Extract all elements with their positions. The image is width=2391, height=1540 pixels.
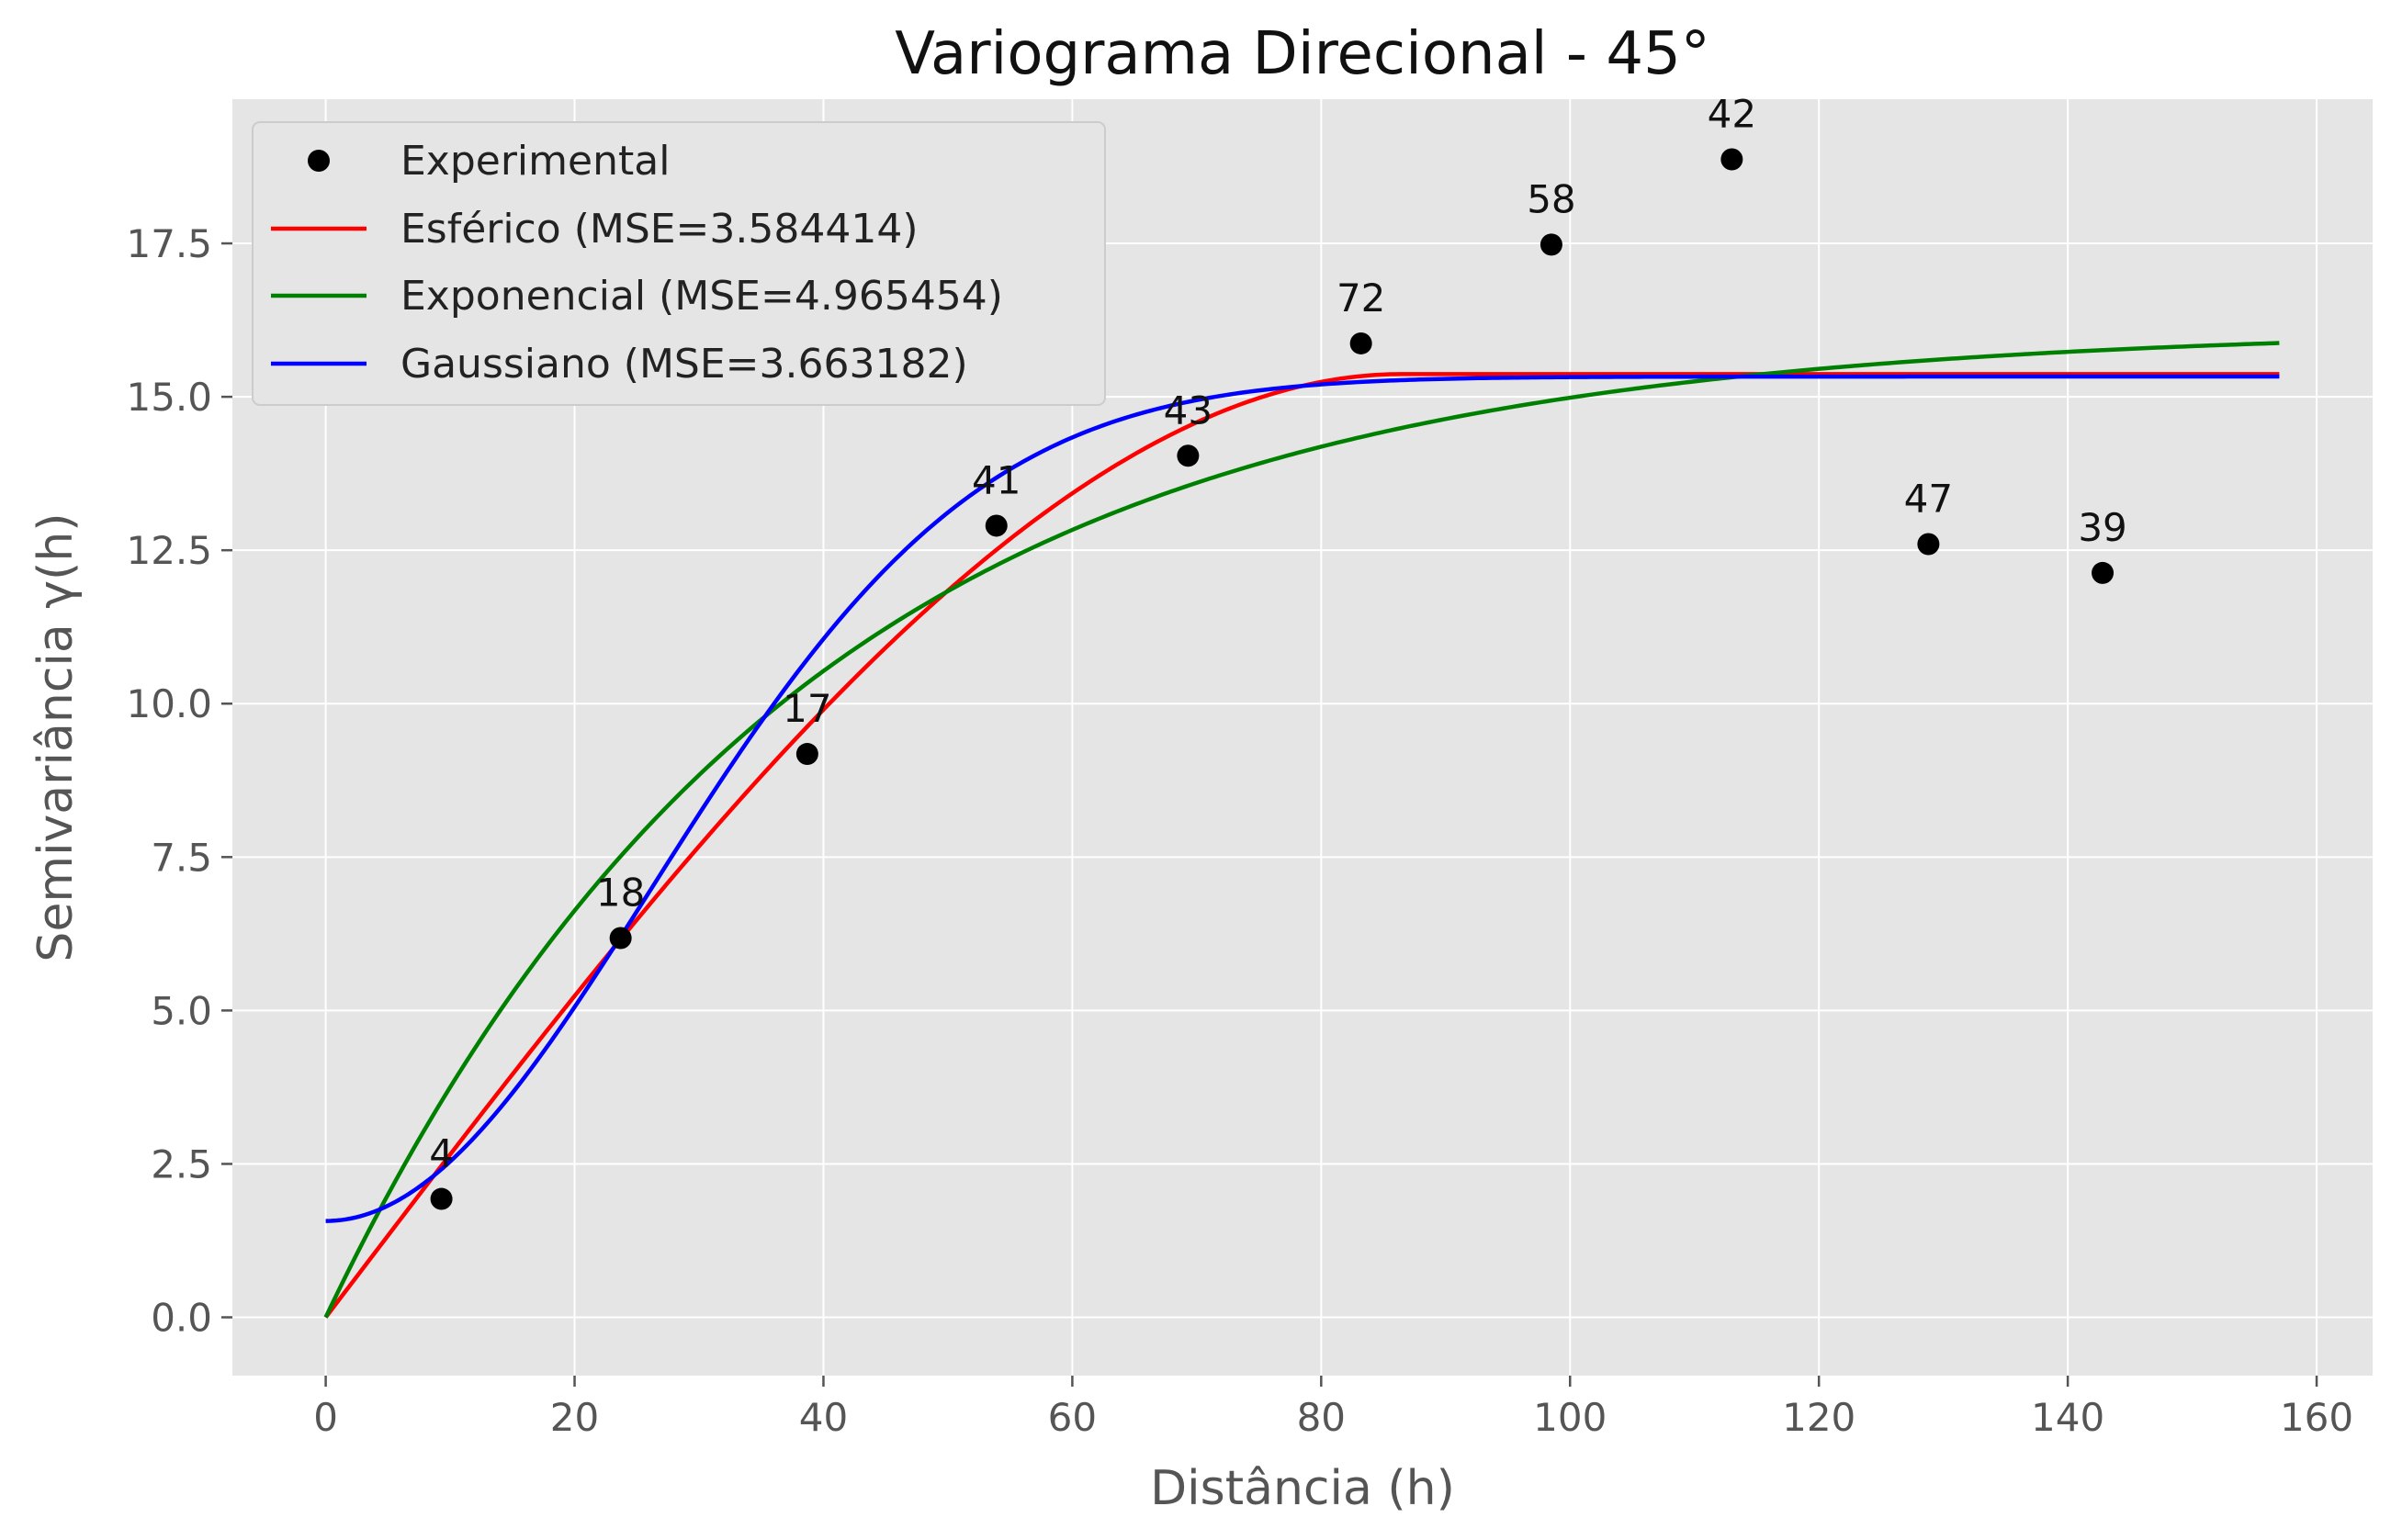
legend-marker-experimental [308,150,330,172]
experimental-point [2092,561,2115,584]
experimental-point [1349,332,1372,354]
point-count-label: 17 [783,686,831,731]
x-tick-label: 20 [550,1395,599,1440]
experimental-point [1917,533,1940,556]
legend-label-spherical: Esférico (MSE=3.584414) [400,206,919,253]
y-tick-label: 0.0 [151,1296,212,1341]
y-tick-label: 15.0 [126,375,212,420]
y-tick-label: 12.5 [126,528,212,573]
y-axis-label: Semivariância γ(h) [28,512,84,961]
point-count-label: 42 [1708,91,1756,136]
experimental-point [795,743,818,766]
legend-label-experimental: Experimental [400,138,670,185]
experimental-point [1720,148,1743,171]
experimental-point [1177,444,1200,467]
point-count-label: 18 [596,871,645,916]
point-count-label: 39 [2078,505,2126,550]
x-tick-label: 60 [1048,1395,1097,1440]
x-tick-label: 0 [313,1395,338,1440]
experimental-point [1539,233,1562,256]
experimental-point [985,514,1008,537]
experimental-point [609,927,632,950]
experimental-points: 4 18 17 41 43 72 58 42 47 39 [429,91,2127,1210]
model-curve-exponential [323,341,2280,1319]
x-tick-label: 40 [799,1395,848,1440]
x-tick-label: 100 [1533,1395,1607,1440]
x-tick-label: 160 [2280,1395,2353,1440]
y-axis-ticks: 0.0 2.5 5.0 7.5 10.0 12.5 15.0 17.5 [126,221,232,1341]
x-tick-label: 140 [2031,1395,2104,1440]
legend-box [252,121,1106,406]
y-tick-label: 10.0 [126,681,212,726]
point-count-label: 4 [429,1131,454,1176]
point-count-label: 47 [1904,476,1953,521]
model-curves [323,341,2280,1319]
chart-title: Variograma Direcional - 45° [895,20,1710,88]
legend: Experimental Esférico (MSE=3.584414) Expon… [252,121,1106,406]
point-count-label: 43 [1164,388,1212,433]
model-curve-gaussian [325,374,2280,1223]
point-count-label: 41 [972,457,1021,502]
y-tick-label: 7.5 [151,835,212,880]
legend-label-exponential: Exponencial (MSE=4.965454) [400,273,1003,320]
point-count-label: 58 [1527,176,1575,221]
y-tick-label: 2.5 [151,1141,212,1186]
y-tick-label: 17.5 [126,221,212,266]
x-tick-label: 120 [1782,1395,1855,1440]
legend-label-gaussian: Gaussiano (MSE=3.663182) [400,341,968,388]
x-axis-label: Distância (h) [1150,1461,1455,1516]
point-count-label: 72 [1336,275,1385,320]
experimental-point [430,1187,453,1210]
x-tick-label: 80 [1297,1395,1346,1440]
y-tick-label: 5.0 [151,988,212,1033]
x-axis-ticks: 0 20 40 60 80 100 120 140 160 [313,1376,2353,1440]
